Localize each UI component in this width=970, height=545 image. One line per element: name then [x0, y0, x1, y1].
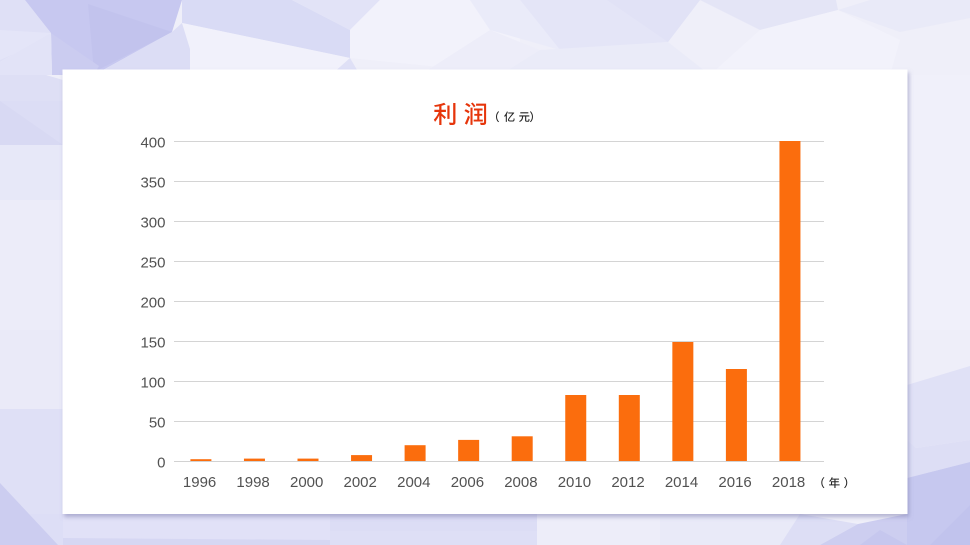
svg-text:250: 250: [140, 254, 165, 271]
svg-text:150: 150: [140, 334, 165, 351]
svg-text:350: 350: [140, 174, 165, 191]
svg-text:2002: 2002: [344, 474, 377, 491]
svg-text:2016: 2016: [718, 474, 751, 491]
svg-text:50: 50: [149, 414, 166, 431]
svg-text:1998: 1998: [236, 474, 269, 491]
svg-text:400: 400: [140, 134, 165, 151]
svg-text:0: 0: [157, 454, 165, 471]
svg-text:2014: 2014: [665, 474, 698, 491]
svg-text:2008: 2008: [504, 474, 537, 491]
svg-text:2000: 2000: [290, 474, 323, 491]
svg-text:2012: 2012: [611, 474, 644, 491]
svg-text:100: 100: [140, 374, 165, 391]
svg-text:1996: 1996: [183, 474, 216, 491]
svg-text:300: 300: [140, 214, 165, 231]
svg-text:2004: 2004: [397, 474, 430, 491]
svg-text:200: 200: [140, 294, 165, 311]
svg-text:2018: 2018: [772, 474, 805, 491]
svg-text:2006: 2006: [451, 474, 484, 491]
svg-text:2010: 2010: [558, 474, 591, 491]
